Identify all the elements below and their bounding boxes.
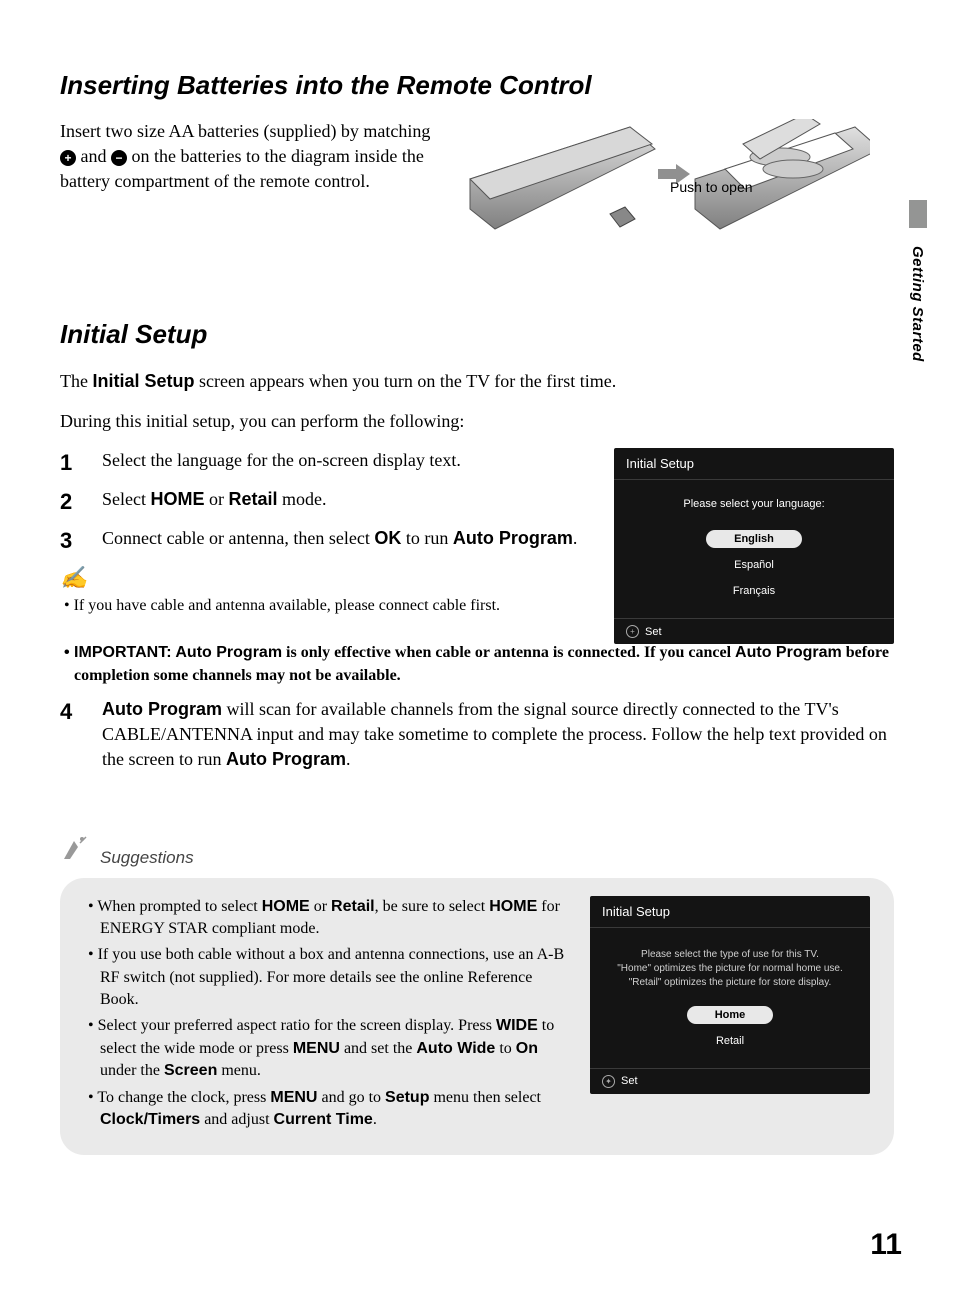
section2-title: Initial Setup: [60, 319, 894, 350]
osd-footer: ✦ Set: [590, 1068, 870, 1094]
push-to-open-label: Push to open: [670, 179, 753, 196]
intro-mid: and: [81, 146, 112, 166]
lead-prefix: The: [60, 371, 92, 391]
osd-body: Please select your language: English Esp…: [614, 480, 894, 618]
notes-cont: • IMPORTANT: Auto Program is only effect…: [64, 642, 894, 687]
osd-option-francais: Français: [705, 582, 803, 600]
section2-lead: The Initial Setup screen appears when yo…: [60, 368, 894, 394]
suggestions-box: • When prompted to select HOME or Retail…: [60, 878, 894, 1156]
osd-title: Initial Setup: [590, 896, 870, 928]
set-icon: ✦: [602, 1075, 615, 1088]
note-2: • IMPORTANT: Auto Program is only effect…: [64, 642, 894, 687]
step-2: 2 Select HOME or Retail mode.: [60, 487, 584, 518]
step-num: 3: [60, 526, 84, 557]
notes: • If you have cable and antenna availabl…: [64, 595, 584, 617]
osd-option-espanol: Español: [706, 556, 802, 574]
steps-col: 1 Select the language for the on-screen …: [60, 448, 584, 627]
osd-option-home: Home: [687, 1006, 774, 1024]
step-text: Connect cable or antenna, then select OK…: [102, 526, 577, 557]
osd-option-retail: Retail: [688, 1032, 772, 1050]
steps-list-cont: 4 Auto Program will scan for available c…: [60, 697, 894, 773]
osd-body: Please select the type of use for this T…: [590, 928, 870, 1068]
osd-footer-label: Set: [645, 626, 662, 638]
osd-sub2: "Home" optimizes the picture for normal …: [602, 963, 858, 974]
suggestions-icon: [60, 833, 90, 870]
note-1: • If you have cable and antenna availabl…: [64, 595, 584, 617]
side-tab: Getting Started: [909, 200, 929, 400]
step-num: 4: [60, 697, 84, 773]
note-icon: ✍: [60, 565, 584, 591]
battery-diagram: Push to open: [460, 119, 894, 279]
section1-title: Inserting Batteries into the Remote Cont…: [60, 70, 894, 101]
suggestion-3: • Select your preferred aspect ratio for…: [84, 1015, 566, 1082]
suggestions-title: Suggestions: [100, 848, 194, 868]
osd-prompt: Please select your language:: [626, 498, 882, 510]
section1-row: Insert two size AA batteries (supplied) …: [60, 119, 894, 279]
lead-bold: Initial Setup: [92, 371, 194, 391]
step-num: 1: [60, 448, 84, 479]
lead-suffix: screen appears when you turn on the TV f…: [195, 371, 617, 391]
step-num: 2: [60, 487, 84, 518]
remote-svg: [460, 119, 870, 279]
side-label: Getting Started: [909, 246, 926, 362]
steps-list: 1 Select the language for the on-screen …: [60, 448, 584, 556]
section2-subhead: During this initial setup, you can perfo…: [60, 408, 894, 434]
step-text: Select HOME or Retail mode.: [102, 487, 327, 518]
osd-sub1: Please select the type of use for this T…: [602, 949, 858, 960]
step-1: 1 Select the language for the on-screen …: [60, 448, 584, 479]
osd-footer-label: Set: [621, 1075, 638, 1087]
suggestions-list: • When prompted to select HOME or Retail…: [84, 896, 566, 1136]
osd-sub3: "Retail" optimizes the picture for store…: [602, 977, 858, 988]
suggestion-2: • If you use both cable without a box an…: [84, 944, 566, 1011]
step-text: Select the language for the on-screen di…: [102, 448, 461, 479]
osd-option-english: English: [706, 530, 802, 548]
intro-prefix: Insert two size AA batteries (supplied) …: [60, 121, 430, 141]
osd-footer: + Set: [614, 618, 894, 644]
page: Getting Started Inserting Batteries into…: [0, 0, 954, 1298]
set-icon: +: [626, 625, 639, 638]
section1-intro: Insert two size AA batteries (supplied) …: [60, 119, 440, 279]
step-text: Auto Program will scan for available cha…: [102, 697, 894, 773]
plus-icon: +: [60, 150, 76, 166]
suggestion-4: • To change the clock, press MENU and go…: [84, 1087, 566, 1132]
step-4: 4 Auto Program will scan for available c…: [60, 697, 894, 773]
suggestion-1: • When prompted to select HOME or Retail…: [84, 896, 566, 941]
step-3: 3 Connect cable or antenna, then select …: [60, 526, 584, 557]
page-number: 11: [870, 1228, 902, 1262]
steps-wrap: 1 Select the language for the on-screen …: [60, 448, 894, 644]
suggestions-header: Suggestions: [60, 833, 894, 870]
osd-mode: Initial Setup Please select the type of …: [590, 896, 870, 1094]
osd-title: Initial Setup: [614, 448, 894, 480]
side-marker: [909, 200, 927, 228]
minus-icon: −: [111, 150, 127, 166]
osd-language: Initial Setup Please select your languag…: [614, 448, 894, 644]
